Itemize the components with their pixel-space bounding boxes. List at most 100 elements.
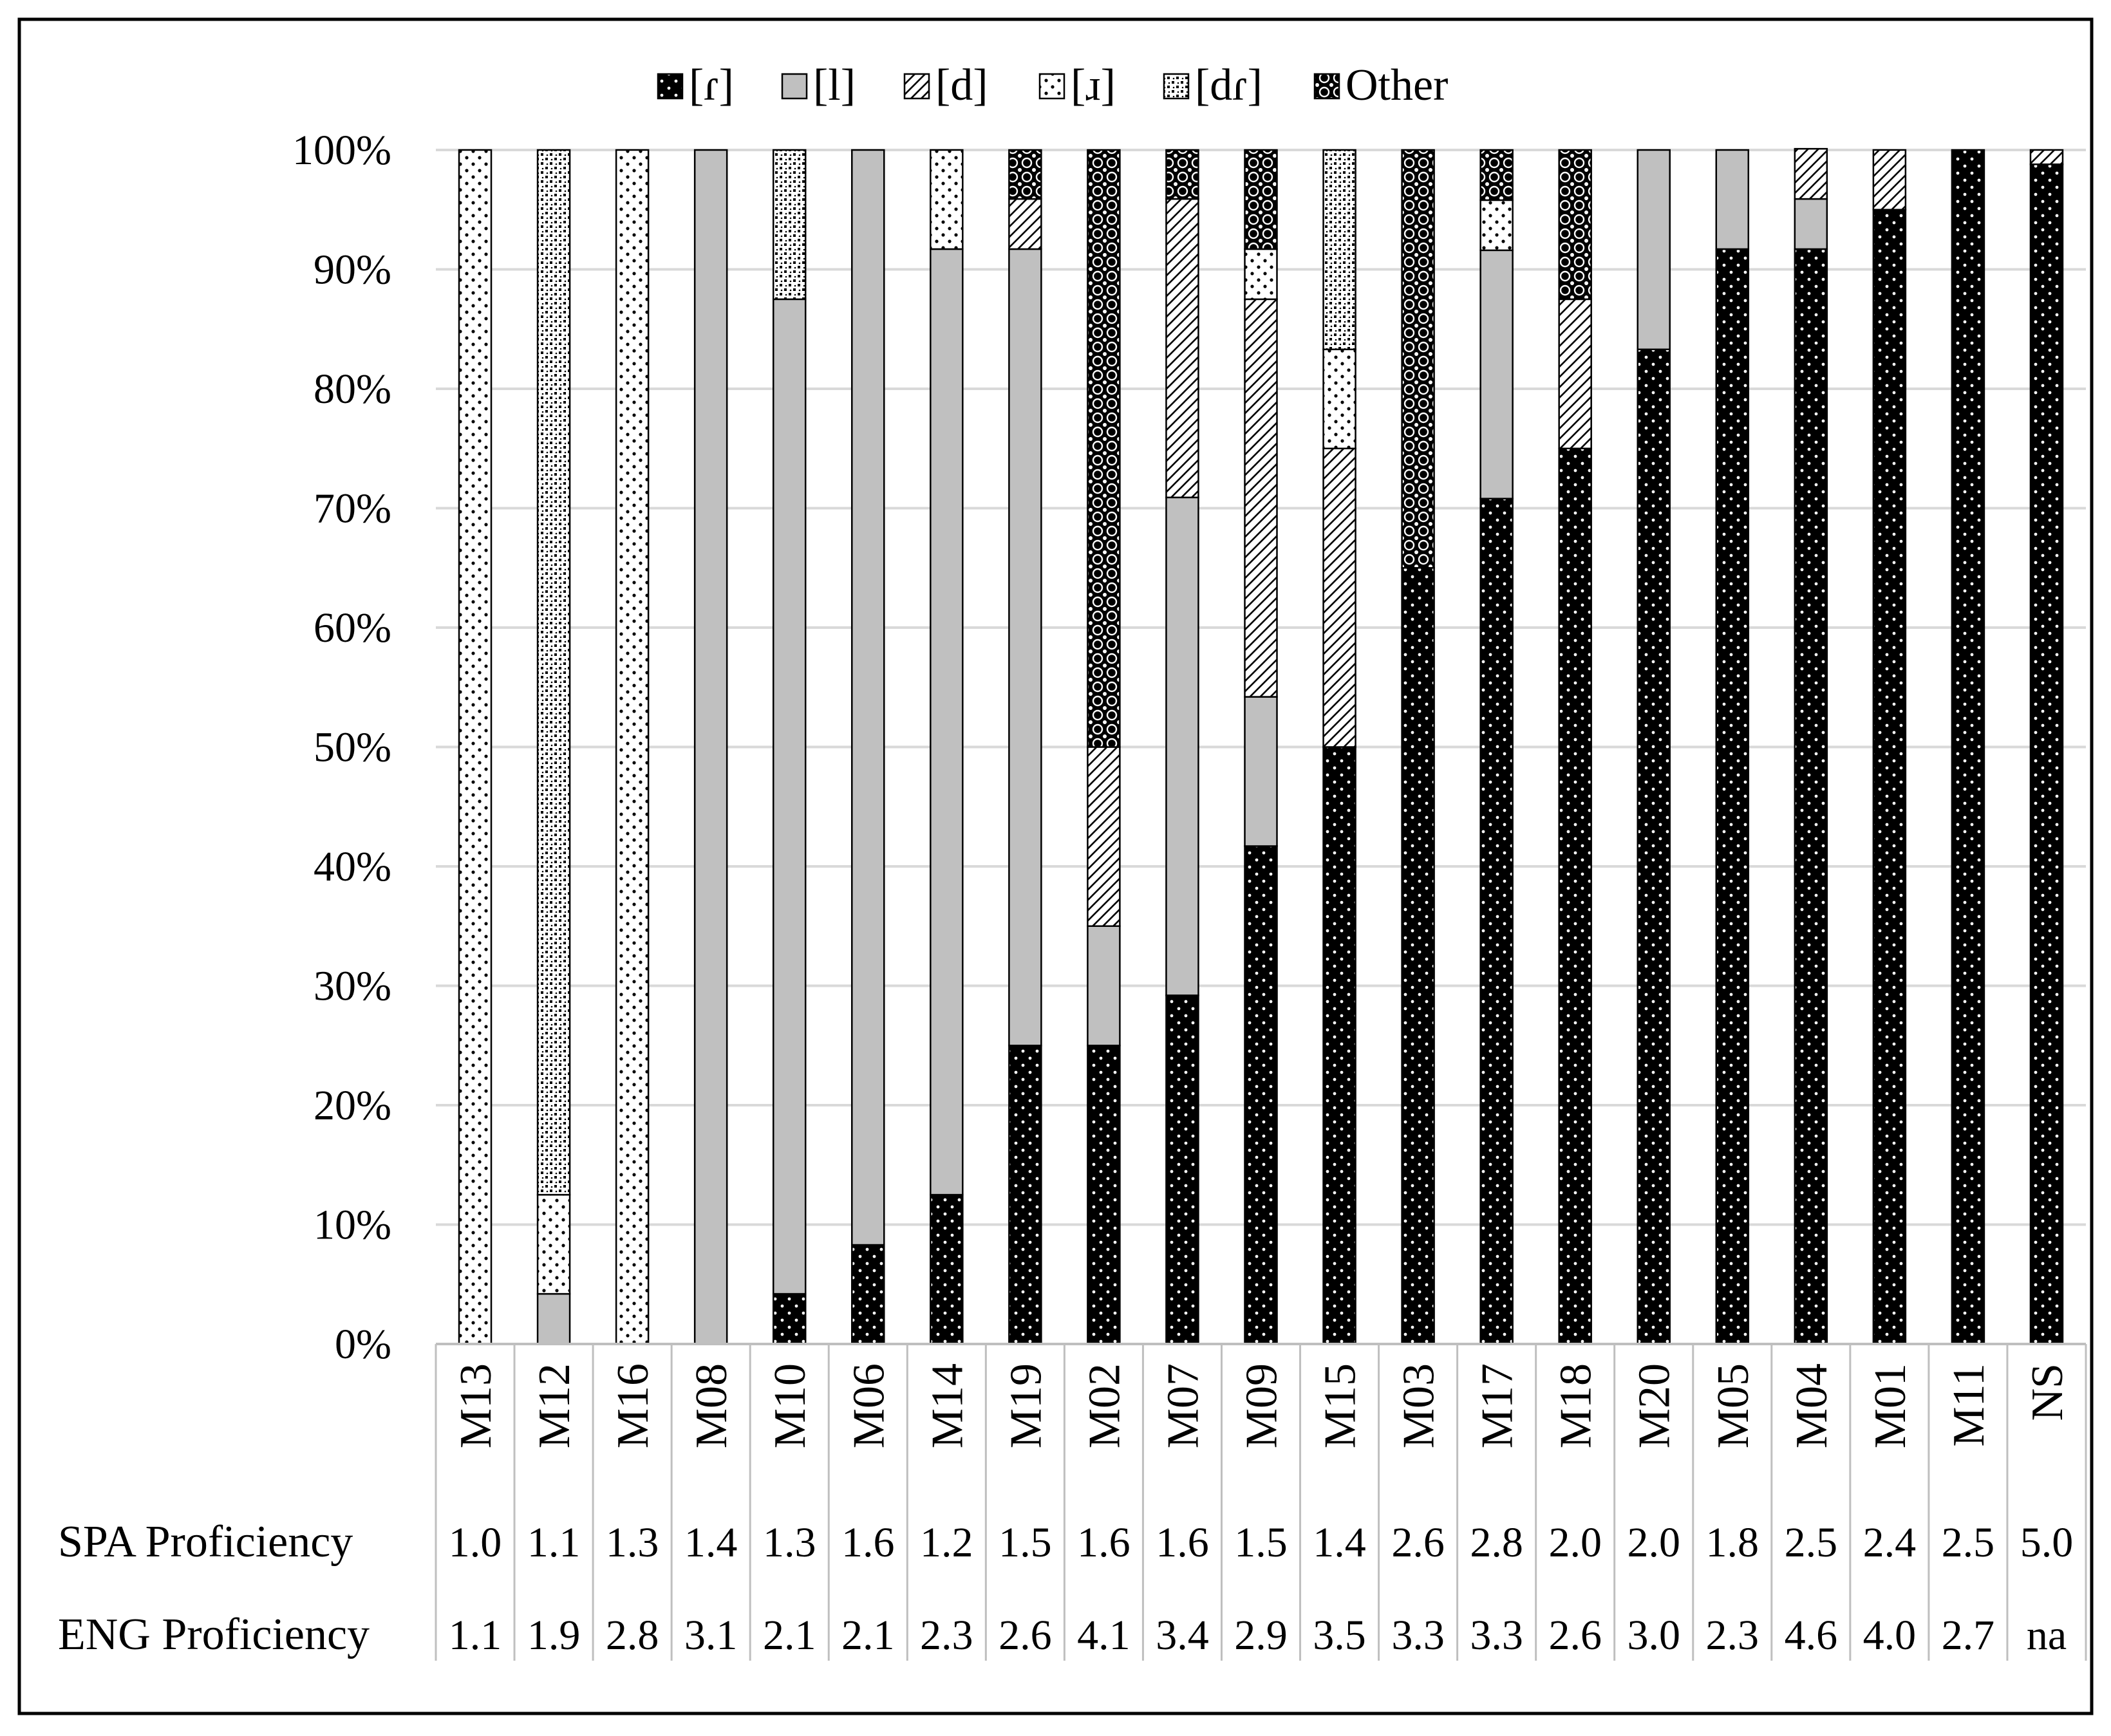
x-tick-label: M04 <box>1787 1363 1837 1448</box>
x-tick-label: M11 <box>1944 1363 1994 1447</box>
bar-segment <box>1479 249 1514 499</box>
x-tick-label: M03 <box>1394 1363 1444 1448</box>
bar-segment <box>1322 447 1356 748</box>
legend-swatch <box>1313 73 1340 100</box>
legend-label: [dɾ] <box>1195 61 1262 110</box>
bar-segment <box>1322 348 1356 449</box>
bars <box>458 147 2064 1345</box>
table-cell: 4.1 <box>1077 1612 1131 1659</box>
table-cell: 2.3 <box>1706 1612 1759 1659</box>
x-tick-label: M17 <box>1473 1363 1523 1448</box>
legend-label: [ɹ] <box>1071 61 1116 110</box>
y-tick-label: 60% <box>314 604 391 651</box>
bar-segment <box>772 298 807 1295</box>
table-cell: 1.9 <box>527 1612 581 1659</box>
table-cell: 3.0 <box>1627 1612 1680 1659</box>
y-tick-label: 30% <box>314 963 391 1010</box>
table-cell: 1.5 <box>999 1519 1052 1566</box>
bar-segment <box>1401 149 1435 569</box>
bar-segment <box>1479 199 1514 252</box>
legend-label: [l] <box>813 61 856 110</box>
bar-segment <box>772 1293 807 1345</box>
bar-segment <box>693 149 728 1345</box>
table-cell: 1.0 <box>449 1519 502 1566</box>
bar-segment <box>615 149 650 1345</box>
table-cell: 2.8 <box>606 1612 659 1659</box>
x-tick-label: M10 <box>765 1363 815 1448</box>
y-tick-label: 10% <box>314 1202 391 1249</box>
bar-segment <box>536 1293 571 1345</box>
table-row-label: SPA Proficiency <box>58 1517 353 1567</box>
table-cell: 2.5 <box>1942 1519 1995 1566</box>
x-tick-label: M06 <box>844 1363 894 1448</box>
table-cell: 2.0 <box>1548 1519 1602 1566</box>
bar-segment <box>851 149 885 1246</box>
bar-segment <box>930 149 964 250</box>
table-cell: 2.1 <box>841 1612 895 1659</box>
bar-segment <box>1087 746 1121 927</box>
bar-segment <box>930 1193 964 1345</box>
table-cell: 1.8 <box>1706 1519 1759 1566</box>
table-cell: 2.7 <box>1942 1612 1995 1659</box>
x-tick-label: M16 <box>608 1363 658 1448</box>
bar-segment <box>1244 149 1278 250</box>
bar-segment <box>1008 248 1042 1047</box>
table-cell: 4.6 <box>1785 1612 1838 1659</box>
table-cell: 5.0 <box>2020 1519 2074 1566</box>
table-cell: 2.1 <box>763 1612 816 1659</box>
legend: [ɾ] [l] [d] [ɹ] [dɾ] Other <box>657 61 1448 110</box>
x-tick-label: M01 <box>1866 1363 1915 1448</box>
table-cell: 1.6 <box>841 1519 895 1566</box>
bar-segment <box>1872 209 1907 1345</box>
table-row-label: ENG Proficiency <box>58 1610 370 1659</box>
axes: 0% 10% 20% 30% 40% 50% 60% 70% 80% 90% 100% <box>292 127 2086 1368</box>
bar-segment <box>1008 198 1042 250</box>
table-cell: 3.3 <box>1470 1612 1523 1659</box>
y-tick-label: 50% <box>314 724 391 771</box>
bar-segment <box>458 149 493 1345</box>
table-cell: 2.0 <box>1627 1519 1680 1566</box>
table-cell: 1.4 <box>684 1519 738 1566</box>
bar-segment <box>536 1193 571 1295</box>
bar-segment <box>1087 149 1121 748</box>
bar-segment <box>1558 447 1592 1345</box>
bar-segment <box>1008 1045 1042 1345</box>
bar-segment <box>1558 298 1592 449</box>
bar-segment <box>1087 1045 1121 1345</box>
bar-segment <box>1558 149 1592 301</box>
proficiency-table: M13 M12 M16 M08 M10 M06 M14 M19 M02 M07 M09 M15 M03 M… <box>58 1344 2087 1661</box>
x-tick-label: M20 <box>1630 1363 1680 1448</box>
table-cell: 3.5 <box>1313 1612 1366 1659</box>
table-cell: 1.2 <box>920 1519 973 1566</box>
bar-segment <box>1244 248 1278 301</box>
bar-segment <box>1715 149 1750 250</box>
bar-segment <box>1715 248 1750 1345</box>
table-cell: 2.8 <box>1470 1519 1523 1566</box>
legend-swatch <box>1163 73 1190 100</box>
bar-segment <box>1794 248 1828 1345</box>
y-tick-label: 0% <box>335 1321 391 1368</box>
table-cell: 1.3 <box>763 1519 816 1566</box>
table-cell: 1.6 <box>1077 1519 1131 1566</box>
bar-segment <box>1637 348 1671 1345</box>
bar-segment <box>1794 198 1828 250</box>
bar-segment <box>1794 147 1828 200</box>
bar-segment <box>1165 198 1199 499</box>
table-cell: 3.1 <box>684 1612 738 1659</box>
bar-segment <box>1244 696 1278 847</box>
legend-swatch <box>781 73 808 100</box>
y-tick-label: 80% <box>314 366 391 413</box>
y-tick-label: 70% <box>314 485 391 532</box>
x-tick-label: M09 <box>1237 1363 1287 1448</box>
x-tick-label: M14 <box>923 1363 972 1448</box>
x-tick-label: M02 <box>1080 1363 1129 1448</box>
legend-label: [d] <box>935 61 988 110</box>
x-tick-label: M19 <box>1001 1363 1051 1448</box>
x-tick-label: M13 <box>451 1363 501 1448</box>
bar-segment <box>1872 149 1907 210</box>
legend-swatch <box>657 73 684 100</box>
x-tick-label: NS <box>2023 1363 2072 1421</box>
table-cell: na <box>2027 1612 2067 1659</box>
legend-label: [ɾ] <box>689 61 734 110</box>
